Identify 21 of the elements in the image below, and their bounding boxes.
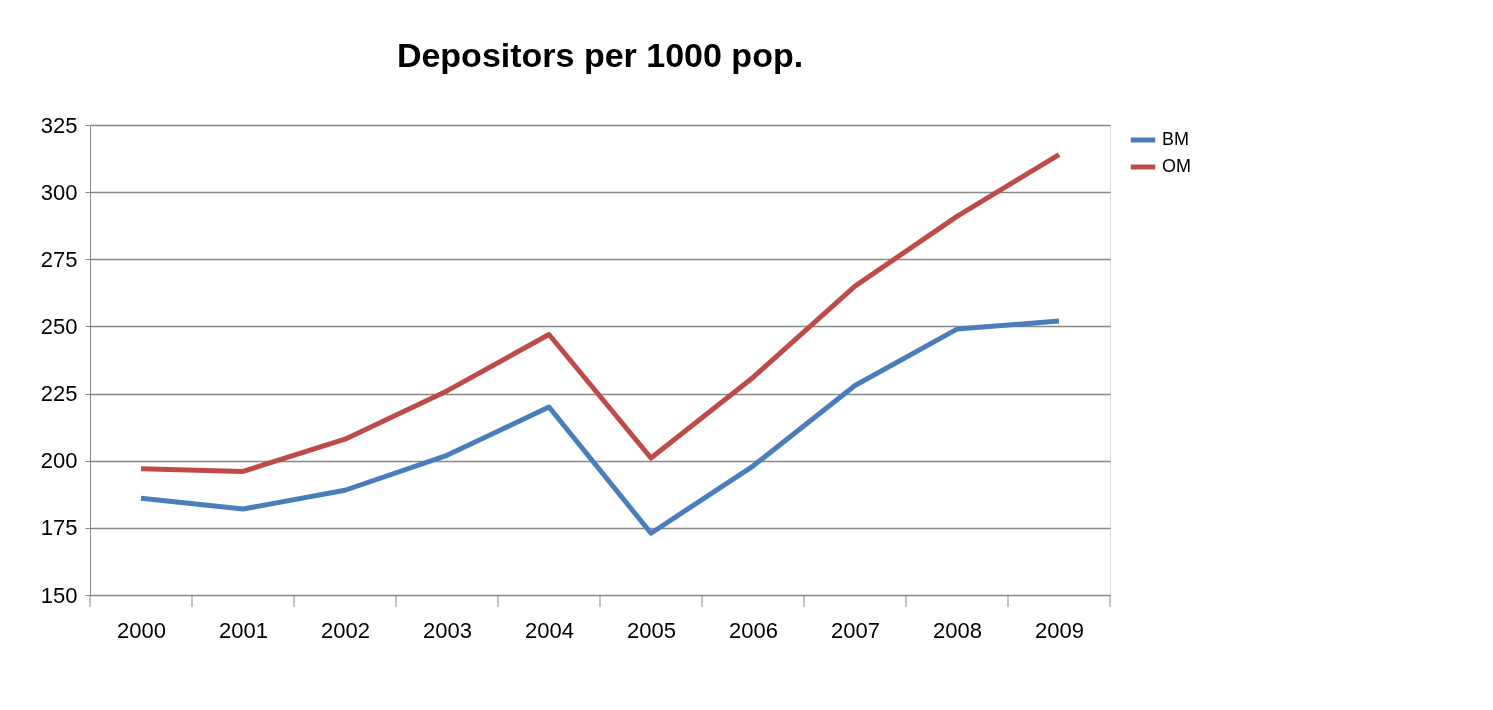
x-tick-label: 2003: [423, 617, 472, 643]
y-tick-label: 200: [40, 448, 78, 474]
x-tick-label: 2000: [117, 617, 166, 643]
y-tick-label: 300: [40, 179, 78, 205]
chart-title: Depositors per 1000 pop.: [396, 36, 804, 74]
legend-label: BM: [1162, 129, 1189, 149]
y-tick-label: 325: [40, 112, 78, 138]
x-tick-label: 2006: [729, 617, 778, 643]
y-tick-label: 150: [40, 582, 78, 608]
y-tick-label: 225: [40, 381, 78, 407]
x-tick-label: 2002: [321, 617, 370, 643]
y-tick-label: 175: [40, 515, 78, 541]
x-tick-label: 2009: [1035, 617, 1084, 643]
y-tick-label: 275: [40, 246, 78, 272]
x-tick-label: 2004: [525, 617, 574, 643]
x-tick-label: 2007: [831, 617, 880, 643]
x-tick-label: 2005: [627, 617, 676, 643]
x-tick-label: 2008: [933, 617, 982, 643]
legend-label: OM: [1162, 156, 1191, 176]
y-tick-label: 250: [40, 313, 78, 339]
x-tick-label: 2001: [219, 617, 268, 643]
